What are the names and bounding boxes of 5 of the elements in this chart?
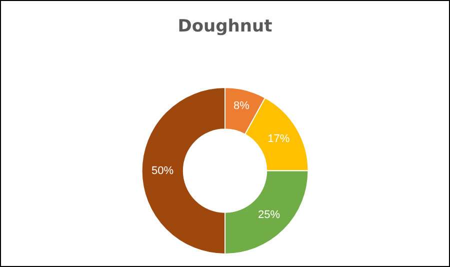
data-label: 17%: [268, 132, 290, 145]
data-label: 50%: [151, 164, 174, 177]
chart-title: Doughnut: [178, 16, 272, 36]
data-label: 8%: [234, 100, 250, 112]
data-label: 25%: [258, 208, 280, 221]
